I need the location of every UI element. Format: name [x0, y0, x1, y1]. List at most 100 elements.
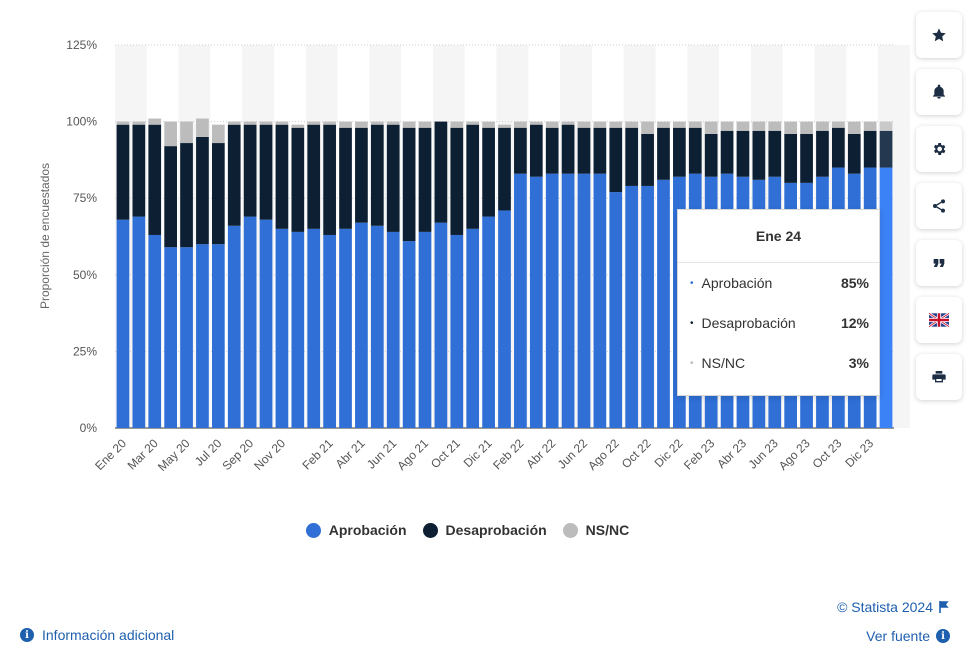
bar-segment[interactable]	[768, 121, 782, 131]
bar-segment[interactable]	[307, 124, 321, 229]
bar-segment[interactable]	[355, 222, 368, 428]
bar-segment[interactable]	[784, 133, 798, 183]
bar-segment[interactable]	[307, 228, 321, 428]
settings-button[interactable]	[916, 126, 962, 172]
bar-segment[interactable]	[434, 121, 448, 223]
bar-segment[interactable]	[211, 244, 225, 428]
bar-segment[interactable]	[275, 121, 289, 125]
bar-segment[interactable]	[847, 121, 861, 134]
bar-segment[interactable]	[211, 124, 225, 144]
bar-segment[interactable]	[132, 121, 146, 125]
bar-segment[interactable]	[688, 127, 702, 174]
bar-segment[interactable]	[227, 121, 241, 125]
bar-segment[interactable]	[450, 234, 464, 428]
bar-segment[interactable]	[450, 127, 464, 235]
bar-segment[interactable]	[355, 121, 368, 128]
bar-segment[interactable]	[180, 247, 193, 428]
bar-segment[interactable]	[498, 127, 511, 211]
bar-segment[interactable]	[657, 121, 670, 128]
bar-segment[interactable]	[196, 136, 209, 245]
bar-segment[interactable]	[673, 127, 686, 177]
bar-segment[interactable]	[545, 121, 559, 128]
bar-segment[interactable]	[386, 124, 400, 232]
bar-segment[interactable]	[386, 231, 400, 428]
bar-segment[interactable]	[323, 234, 336, 428]
bar-segment[interactable]	[466, 121, 480, 125]
bar-segment[interactable]	[339, 121, 352, 128]
bar-segment[interactable]	[243, 121, 257, 125]
statista-credit[interactable]: © Statista 2024	[837, 599, 949, 615]
bar-segment[interactable]	[561, 173, 575, 428]
bar-segment[interactable]	[720, 121, 734, 131]
bar-segment[interactable]	[514, 173, 527, 428]
bar-segment[interactable]	[259, 121, 273, 125]
bar-segment[interactable]	[673, 121, 686, 128]
bar-segment[interactable]	[768, 130, 782, 177]
bar-segment[interactable]	[641, 133, 654, 186]
bar-segment[interactable]	[307, 121, 321, 125]
bar-segment[interactable]	[577, 173, 591, 428]
bar-segment[interactable]	[625, 127, 639, 186]
bar-segment[interactable]	[514, 127, 527, 174]
bar-segment[interactable]	[418, 127, 432, 232]
bar-segment[interactable]	[657, 179, 670, 428]
bar-segment[interactable]	[609, 192, 623, 428]
bar-segment[interactable]	[196, 244, 209, 428]
bar-segment[interactable]	[386, 121, 400, 125]
bar-segment[interactable]	[482, 216, 495, 428]
bar-segment[interactable]	[116, 219, 130, 428]
bar-segment[interactable]	[275, 124, 289, 229]
bar-segment[interactable]	[704, 121, 718, 134]
bar-segment[interactable]	[800, 121, 813, 134]
bar-segment[interactable]	[577, 127, 591, 174]
bar-segment[interactable]	[180, 121, 193, 144]
bar-segment[interactable]	[450, 121, 464, 128]
bar-segment[interactable]	[879, 130, 893, 168]
bar-segment[interactable]	[831, 121, 845, 128]
bar-segment[interactable]	[402, 121, 416, 128]
bar-segment[interactable]	[784, 121, 798, 134]
bar-segment[interactable]	[116, 121, 130, 125]
bar-segment[interactable]	[561, 121, 575, 125]
bar-segment[interactable]	[482, 127, 495, 217]
bar-segment[interactable]	[466, 228, 480, 428]
bar-segment[interactable]	[196, 118, 209, 137]
bar-segment[interactable]	[148, 124, 162, 235]
bar-segment[interactable]	[593, 127, 607, 174]
bar-segment[interactable]	[275, 228, 289, 428]
legend-item-desaprobacion[interactable]: Desaprobación	[422, 522, 547, 538]
bar-segment[interactable]	[752, 121, 766, 131]
bar-segment[interactable]	[180, 143, 193, 248]
bar-segment[interactable]	[132, 124, 146, 217]
bar-segment[interactable]	[482, 121, 495, 128]
bar-segment[interactable]	[291, 124, 305, 128]
bar-segment[interactable]	[164, 121, 178, 147]
bar-segment[interactable]	[132, 216, 146, 428]
bar-segment[interactable]	[211, 143, 225, 245]
bar-segment[interactable]	[164, 146, 178, 248]
bar-segment[interactable]	[625, 121, 639, 128]
cite-button[interactable]	[916, 240, 962, 286]
language-button[interactable]	[916, 297, 962, 343]
bar-segment[interactable]	[418, 231, 432, 428]
bar-segment[interactable]	[370, 225, 384, 428]
bar-segment[interactable]	[434, 222, 448, 428]
bar-segment[interactable]	[529, 121, 543, 125]
bar-segment[interactable]	[402, 241, 416, 428]
additional-info-link[interactable]: i Información adicional	[20, 627, 174, 643]
bar-segment[interactable]	[529, 124, 543, 177]
share-button[interactable]	[916, 183, 962, 229]
bar-segment[interactable]	[863, 121, 877, 131]
bar-segment[interactable]	[243, 216, 257, 428]
bar-segment[interactable]	[116, 124, 130, 220]
bar-segment[interactable]	[370, 124, 384, 226]
bar-segment[interactable]	[148, 118, 162, 125]
notification-button[interactable]	[916, 69, 962, 115]
bar-segment[interactable]	[339, 127, 352, 229]
bar-segment[interactable]	[800, 133, 813, 183]
favorite-button[interactable]	[916, 12, 962, 58]
legend-item-aprobacion[interactable]: Aprobación	[305, 522, 407, 538]
bar-segment[interactable]	[641, 185, 654, 428]
bar-segment[interactable]	[609, 127, 623, 193]
bar-segment[interactable]	[291, 127, 305, 232]
